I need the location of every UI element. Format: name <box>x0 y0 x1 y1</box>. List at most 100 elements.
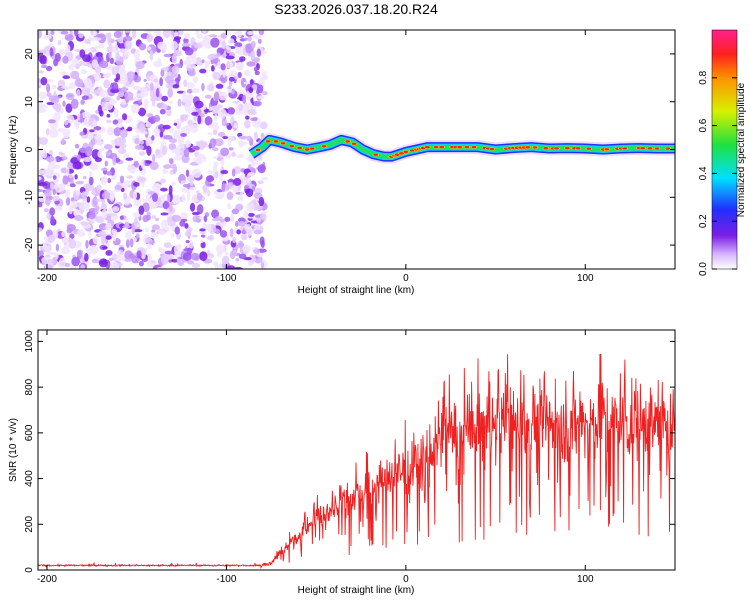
spectrogram-noise-point <box>127 165 136 173</box>
spectrogram-noise-point <box>114 137 123 147</box>
spectrogram-noise-point <box>222 69 226 78</box>
spectrogram-noise-point <box>247 109 256 115</box>
spectrogram-noise-point <box>172 148 181 155</box>
snr-y-tick-label: 600 <box>24 424 35 441</box>
spectrogram-noise-point <box>64 34 74 41</box>
ridge-core <box>622 147 628 150</box>
ridge-core <box>280 142 286 145</box>
spectrogram-noise-point <box>104 101 114 111</box>
spectrogram-noise-point <box>64 189 71 198</box>
spectrogram-noise-point <box>202 34 212 45</box>
spectrogram-noise-point <box>119 244 124 248</box>
spectrogram-noise-point <box>246 173 251 183</box>
spectrogram-noise-point <box>229 250 236 260</box>
spectrogram-noise-point <box>184 102 191 112</box>
spectrogram-x-tick-label: -200 <box>37 273 57 284</box>
spectrogram-noise-point <box>62 128 71 138</box>
spectrogram-noise-point <box>189 186 197 191</box>
spectrogram-noise-point <box>241 230 247 234</box>
spectrogram-noise-point <box>196 192 203 201</box>
spectrogram-noise-point <box>227 38 235 45</box>
spectrogram-noise-point <box>76 154 81 161</box>
ridge-core <box>351 142 357 145</box>
spectrogram-noise-point <box>57 128 64 133</box>
spectrogram-noise-point <box>207 53 215 61</box>
spectrogram-noise-point <box>227 107 236 115</box>
spectrogram-noise-point <box>62 55 69 64</box>
spectrogram-noise-point <box>156 57 162 65</box>
spectrogram-noise-point <box>133 190 138 200</box>
spectrogram-noise-point <box>167 71 173 77</box>
spectrogram-noise-point <box>162 200 170 210</box>
spectrogram-noise-point <box>98 60 109 69</box>
spectrogram-noise-point <box>170 40 179 51</box>
spectrogram-noise-point <box>123 192 128 200</box>
spectrogram-noise-point <box>145 214 151 221</box>
spectrogram-noise-point <box>191 234 198 238</box>
spectrogram-noise-point <box>200 234 206 238</box>
spectrogram-y-axis-label: Frequency (Hz) <box>8 116 19 185</box>
spectrogram-noise-point <box>219 230 228 238</box>
spectrogram-noise-point <box>235 257 239 262</box>
spectrogram-noise-point <box>186 88 193 94</box>
spectrogram-noise-point <box>90 46 97 53</box>
spectrogram-noise-point <box>151 215 156 219</box>
spectrogram-noise-point <box>46 245 50 256</box>
spectrogram-noise-point <box>52 175 57 180</box>
spectrogram-noise-point <box>162 124 171 130</box>
spectrogram-noise-point <box>257 38 262 44</box>
spectrogram-noise-point <box>244 119 251 129</box>
spectrogram-noise-point <box>98 230 107 238</box>
spectrogram-noise-point <box>200 241 206 249</box>
spectrogram-noise-point <box>189 123 199 133</box>
spectrogram-noise-point <box>164 255 174 260</box>
spectrogram-noise-point <box>120 100 127 105</box>
spectrogram-noise-point <box>46 258 55 269</box>
spectrogram-noise-point <box>127 184 132 188</box>
spectrogram-noise-point <box>247 254 256 264</box>
spectrogram-noise-point <box>38 250 44 257</box>
spectrogram-noise-point <box>133 86 139 91</box>
spectrogram-noise-point <box>208 106 213 112</box>
spectrogram-noise-point <box>108 52 112 58</box>
spectrogram-noise-point <box>122 74 128 84</box>
spectrogram-noise-point <box>119 68 127 76</box>
spectrogram-noise-point <box>208 34 218 38</box>
spectrogram-noise-point <box>90 30 94 36</box>
spectrogram-noise-point <box>133 197 142 207</box>
spectrogram-noise-point <box>58 49 67 55</box>
snr-y-ticks: 0 200 400 600 800 1000 <box>24 330 675 573</box>
ridge-core <box>289 144 295 148</box>
ridge-core <box>564 146 570 150</box>
spectrogram-noise-point <box>93 125 102 131</box>
spectrogram-noise-point <box>38 227 43 233</box>
spectrogram-noise-point <box>50 215 55 225</box>
spectrogram-noise-point <box>104 96 112 102</box>
spectrogram-noise-point <box>220 169 229 175</box>
spectrogram-noise-point <box>158 246 163 253</box>
spectrogram-noise-point <box>48 119 56 124</box>
spectrogram-noise-point <box>211 147 219 152</box>
spectrogram-noise-point <box>247 36 252 42</box>
spectrogram-noise-point <box>186 226 193 233</box>
spectrogram-noise-point <box>149 161 159 171</box>
spectrogram-noise-point <box>123 153 130 158</box>
spectrogram-noise-point <box>252 34 261 40</box>
spectrogram-noise-point <box>115 73 121 81</box>
spectrogram-noise-point <box>84 252 89 262</box>
spectrogram-noise-point <box>113 30 122 39</box>
spectrogram-noise-point <box>61 138 65 146</box>
spectrogram-noise-point <box>161 145 167 156</box>
snr-x-tick-label: 100 <box>577 574 594 585</box>
spectrogram-noise-point <box>47 162 56 172</box>
snr-x-tick-label: -200 <box>37 574 57 585</box>
spectrogram-noise-point <box>242 94 247 104</box>
spectrogram-noise-point <box>108 207 112 214</box>
spectrogram-noise-point <box>254 70 260 76</box>
ridge-core <box>424 145 430 149</box>
spectrogram-noise-point <box>43 208 49 213</box>
spectrogram-noise-point <box>250 159 255 168</box>
spectrogram-noise-point <box>221 182 226 192</box>
spectrogram-noise-point <box>143 98 149 110</box>
